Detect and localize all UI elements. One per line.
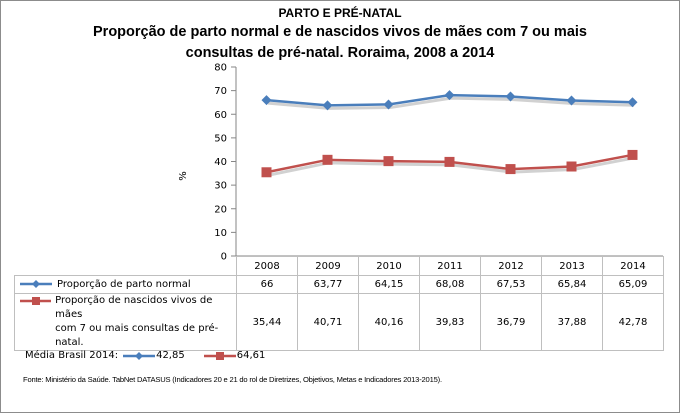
- data-label-series2: 40,16: [358, 293, 420, 351]
- diamond-data-point: [261, 95, 272, 106]
- brazil-average-value1: 42,85: [156, 350, 185, 361]
- chart-supertitle: PARTO E PRÉ-NATAL: [278, 6, 402, 20]
- y-tick-label: 50: [214, 133, 227, 144]
- source-note: Fonte: Ministério da Saúde. TabNet DATAS…: [23, 375, 442, 384]
- y-tick-label: 10: [214, 228, 227, 239]
- data-table-row-series2: Proporção de nascidos vivos de mães com …: [14, 293, 664, 351]
- y-tick-label: 80: [214, 63, 227, 74]
- brazil-average: Média Brasil 2014: 42,85 64,61: [25, 350, 269, 361]
- x-category-label: 2013: [541, 256, 603, 276]
- data-label-series2: 40,71: [297, 293, 359, 351]
- legend-label-series2-line1: Proporção de nascidos vivos de mães: [55, 295, 213, 320]
- x-category-label: 2014: [602, 256, 664, 276]
- data-table-corner: [14, 256, 237, 276]
- chart-title-line2: consultas de pré-natal. Roraima, 2008 a …: [185, 45, 495, 61]
- chart-title: Proporção de parto normal e de nascidos …: [60, 22, 620, 64]
- data-label-series1: 67,53: [480, 275, 542, 294]
- data-label-series1: 66: [236, 275, 298, 294]
- data-label-series2: 39,83: [419, 293, 481, 351]
- y-tick-label: 60: [214, 110, 227, 121]
- series-group: [261, 90, 638, 178]
- data-label-series2: 35,44: [236, 293, 298, 351]
- diamond-data-point: [383, 99, 394, 110]
- data-label-series2: 36,79: [480, 293, 542, 351]
- x-category-label: 2010: [358, 256, 420, 276]
- square-data-point: [322, 154, 333, 165]
- media-diamond-marker-icon: [123, 351, 156, 360]
- square-data-point: [444, 156, 455, 167]
- data-table: 2008 2009 2010 2011 2012 2013 2014 Proporção d…: [14, 256, 664, 351]
- x-category-label: 2009: [297, 256, 359, 276]
- square-data-point: [566, 161, 577, 172]
- diamond-data-point: [566, 95, 577, 106]
- data-label-series2: 42,78: [602, 293, 664, 351]
- diamond-data-point: [627, 97, 638, 108]
- y-tick-label: 20: [214, 204, 227, 215]
- square-data-point: [261, 167, 272, 178]
- data-label-series1: 64,15: [358, 275, 420, 294]
- legend-label-series2-line2: com 7 ou mais consultas de pré-natal.: [55, 323, 219, 348]
- data-label-series1: 65,84: [541, 275, 603, 294]
- diamond-data-point: [322, 100, 333, 111]
- data-label-series1: 63,77: [297, 275, 359, 294]
- x-category-label: 2012: [480, 256, 542, 276]
- data-table-row-series1: Proporção de parto normal 66 63,77 64,15 68…: [14, 275, 664, 294]
- brazil-average-value2: 64,61: [236, 350, 266, 361]
- legend-label-series1: Proporção de parto normal: [57, 279, 191, 290]
- legend-entry-series2: Proporção de nascidos vivos de mães com …: [14, 293, 237, 351]
- diamond-data-point: [444, 90, 455, 101]
- data-label-series1: 68,08: [419, 275, 481, 294]
- square-data-point: [505, 164, 516, 175]
- y-tick-label: 70: [214, 86, 227, 97]
- data-label-series1: 65,09: [602, 275, 664, 294]
- x-category-label: 2008: [236, 256, 298, 276]
- media-square-marker-icon: [203, 351, 236, 360]
- data-table-header-row: 2008 2009 2010 2011 2012 2013 2014: [14, 256, 664, 276]
- brazil-average-label: Média Brasil 2014:: [25, 350, 119, 361]
- y-tick-label: 30: [214, 181, 227, 192]
- data-label-series2: 37,88: [541, 293, 603, 351]
- x-category-label: 2011: [419, 256, 481, 276]
- diamond-data-point: [505, 91, 516, 102]
- legend-entry-series1: Proporção de parto normal: [14, 275, 237, 294]
- chart-title-line1: Proporção de parto normal e de nascidos …: [93, 24, 587, 40]
- y-axis-label: %: [178, 171, 189, 181]
- y-tick-label: 40: [214, 157, 227, 168]
- square-data-point: [383, 156, 394, 167]
- square-data-point: [627, 149, 638, 160]
- legend-square-marker-icon: [20, 297, 52, 305]
- legend-diamond-marker-icon: [20, 280, 52, 288]
